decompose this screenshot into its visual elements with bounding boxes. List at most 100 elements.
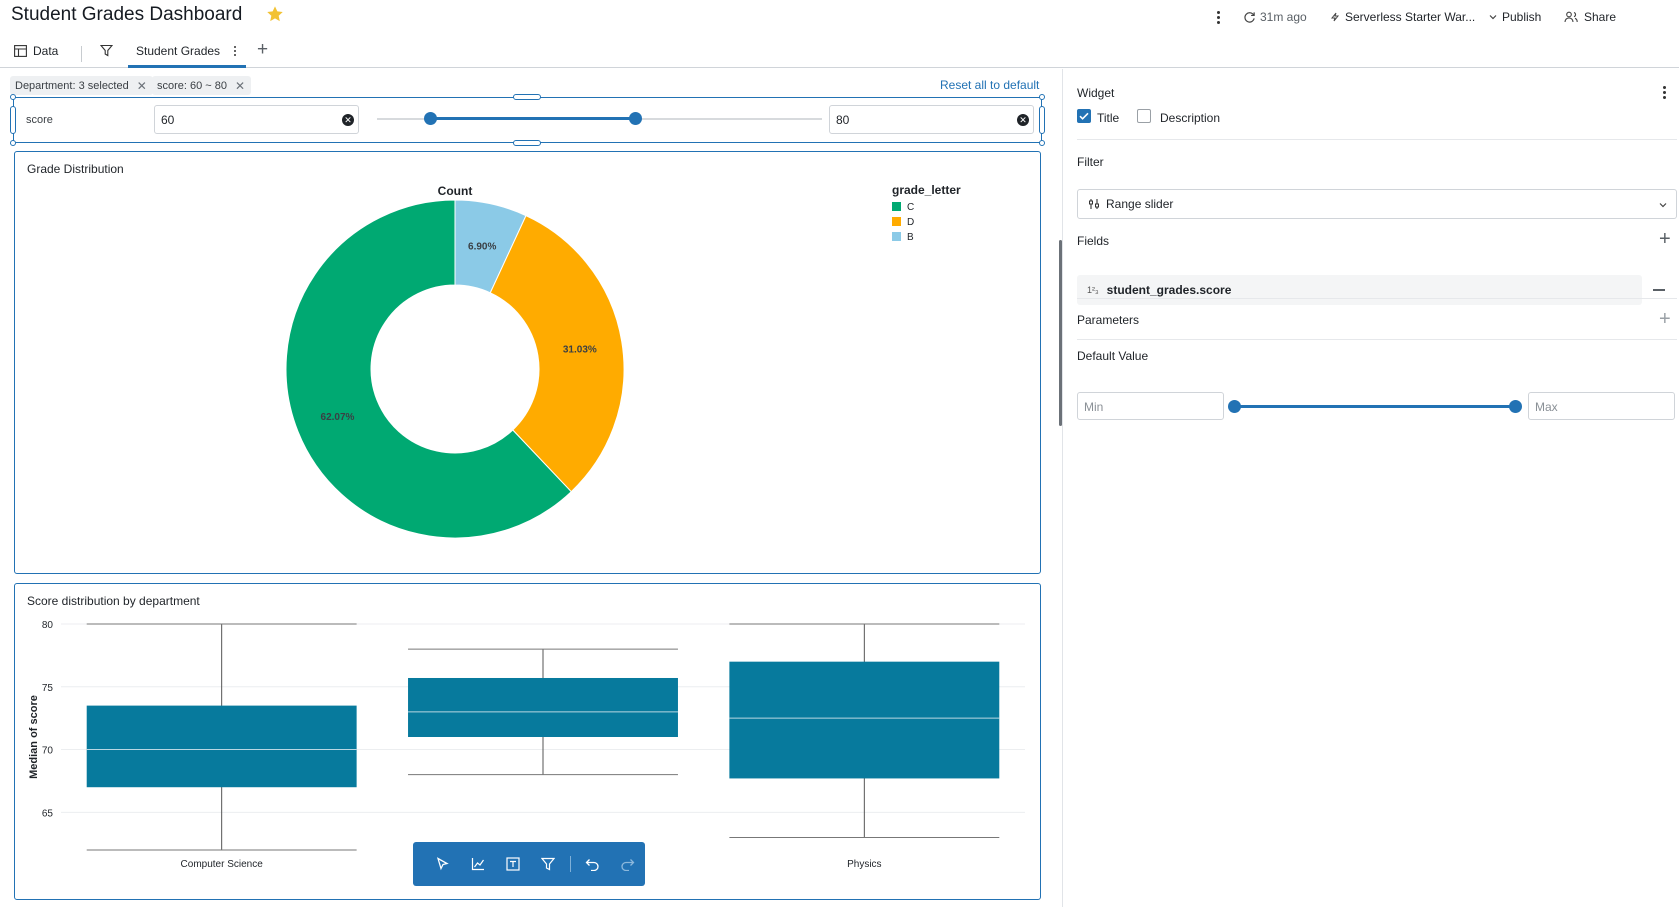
box-0[interactable]: [86, 623, 357, 851]
refresh-button[interactable]: 31m ago: [1243, 8, 1307, 26]
range-max-input[interactable]: 80 ✕: [829, 105, 1034, 134]
min-placeholder: Min: [1084, 400, 1104, 414]
more-options-button[interactable]: [1215, 8, 1221, 26]
y-tick-label: 75: [42, 683, 54, 694]
field-item[interactable]: 1²₃ student_grades.score: [1077, 275, 1642, 305]
tab-student-grades[interactable]: Student Grades: [136, 44, 238, 58]
grade-distribution-widget[interactable]: Grade Distribution Count 6.90% 31.03% 62.07…: [14, 151, 1041, 574]
share-label: Share: [1584, 10, 1617, 24]
close-icon[interactable]: ✕: [235, 78, 246, 93]
select-tool-button[interactable]: [425, 842, 460, 886]
remove-field-minus-icon[interactable]: [1653, 289, 1665, 291]
legend-title: grade_letter: [892, 183, 961, 197]
box-iqr: [729, 661, 1000, 779]
toolbar-divider: [569, 856, 571, 872]
add-filter-button[interactable]: [531, 842, 566, 886]
donut-slice-c[interactable]: [285, 199, 572, 539]
range-min-input[interactable]: 60 ✕: [154, 105, 359, 134]
panel-kebab-icon[interactable]: [1661, 86, 1667, 99]
section-divider: [1077, 139, 1677, 140]
tab-student-grades-label: Student Grades: [136, 44, 221, 58]
resize-handle-corner[interactable]: [10, 94, 16, 100]
filter-icon: [541, 857, 556, 871]
active-tab-indicator: [128, 65, 246, 68]
range-slider-min-handle[interactable]: [424, 112, 438, 125]
warehouse-selector[interactable]: Serverless Starter War...: [1330, 8, 1498, 26]
redo-button[interactable]: [610, 842, 645, 886]
range-min-value: 60: [161, 113, 175, 127]
panel-divider: [1062, 69, 1063, 907]
y-tick-label: 80: [42, 620, 54, 631]
default-max-input[interactable]: Max: [1528, 392, 1675, 420]
add-parameter-plus-icon[interactable]: +: [1659, 308, 1671, 330]
filter-chip-label: Department: 3 selected: [15, 79, 129, 92]
filter-chip-label: score: 60 ~ 80: [157, 79, 228, 92]
section-divider: [1077, 339, 1677, 340]
add-text-button[interactable]: [495, 842, 530, 886]
star-icon[interactable]: [266, 5, 284, 23]
tab-data-label: Data: [33, 44, 59, 58]
y-tick-label: 70: [42, 746, 54, 757]
default-slider-min-handle[interactable]: [1228, 400, 1241, 413]
resize-handle-corner[interactable]: [10, 140, 16, 146]
line-chart-icon: [471, 858, 484, 871]
donut-slice-d[interactable]: [489, 214, 625, 493]
widget-config-panel: Widget Title Description Filter Range sl…: [1063, 69, 1679, 907]
section-divider: [1077, 298, 1677, 299]
x-tick-label: Physics: [847, 859, 881, 870]
box-plot-chart: 65 70 75 80 Median of score Computer Science P…: [28, 620, 1025, 884]
clear-icon[interactable]: ✕: [342, 114, 354, 126]
refresh-time: 31m ago: [1260, 10, 1307, 24]
reset-all-link[interactable]: Reset all to default: [940, 78, 1040, 92]
filter-type-select[interactable]: Range slider: [1077, 189, 1677, 219]
resize-handle-right[interactable]: [1039, 106, 1045, 134]
title-checkbox[interactable]: [1077, 109, 1091, 123]
box-iqr: [408, 677, 678, 737]
default-slider-max-handle[interactable]: [1509, 400, 1522, 413]
tab-data[interactable]: Data: [14, 44, 58, 58]
tab-kebab-icon[interactable]: [232, 46, 238, 56]
add-page-button[interactable]: +: [257, 40, 268, 60]
resize-handle-left[interactable]: [10, 106, 16, 134]
box-2[interactable]: [729, 623, 1000, 838]
dashboard-canvas: Department: 3 selected ✕ score: 60 ~ 80 …: [0, 69, 1058, 907]
filter-chip-department[interactable]: Department: 3 selected ✕: [10, 76, 153, 95]
range-max-value: 80: [836, 113, 850, 127]
kebab-icon: [1215, 10, 1221, 24]
filter-section-label: Filter: [1077, 155, 1104, 169]
box-1[interactable]: [408, 648, 678, 776]
resize-handle-corner[interactable]: [1039, 140, 1045, 146]
add-field-plus-icon[interactable]: +: [1659, 228, 1671, 250]
canvas-toolbar: [413, 842, 645, 886]
default-range-slider[interactable]: [1234, 405, 1514, 408]
range-slider-max-handle[interactable]: [629, 112, 643, 125]
text-box-icon: [506, 857, 520, 871]
undo-button[interactable]: [575, 842, 610, 886]
legend-swatch-d: [892, 217, 901, 226]
close-icon[interactable]: ✕: [136, 78, 147, 93]
clear-icon[interactable]: ✕: [1017, 114, 1029, 126]
tab-divider: [81, 46, 82, 62]
legend-label-b[interactable]: B: [907, 232, 914, 243]
chevron-down-icon: [1489, 15, 1497, 20]
legend-label-d[interactable]: D: [907, 217, 914, 228]
description-checkbox[interactable]: [1137, 109, 1151, 123]
resize-handle-bottom[interactable]: [513, 140, 541, 146]
default-min-input[interactable]: Min: [1077, 392, 1224, 420]
share-button[interactable]: Share: [1564, 8, 1616, 26]
legend-label-c[interactable]: C: [907, 202, 914, 213]
resize-handle-corner[interactable]: [1039, 94, 1045, 100]
global-filters-button[interactable]: [100, 44, 113, 57]
share-users-icon: [1564, 11, 1578, 23]
publish-button[interactable]: Publish: [1502, 10, 1542, 24]
tab-bar: Data Student Grades +: [0, 38, 1679, 68]
resize-handle-top[interactable]: [513, 94, 541, 100]
add-visualization-button[interactable]: [460, 842, 495, 886]
range-filter-widget[interactable]: score 60 ✕ 80 ✕: [13, 97, 1042, 143]
check-icon: [1079, 112, 1089, 120]
filter-type-value: Range slider: [1106, 197, 1174, 211]
serverless-icon: [1330, 12, 1340, 22]
widget-section-label: Widget: [1077, 86, 1115, 100]
filter-chip-score[interactable]: score: 60 ~ 80 ✕: [152, 76, 252, 95]
canvas-scrollbar[interactable]: [1059, 240, 1062, 426]
